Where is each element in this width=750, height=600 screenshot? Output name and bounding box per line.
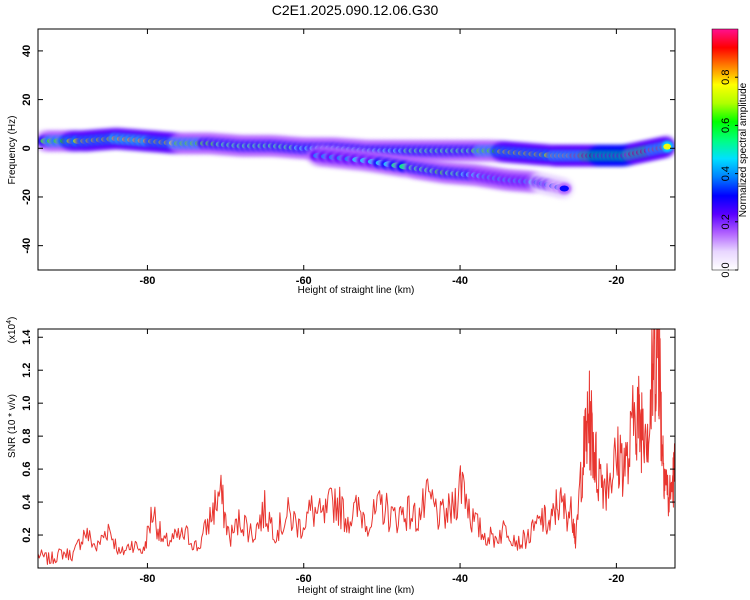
chart-title: C2E1.2025.090.12.06.G30 (272, 2, 439, 18)
colorbar-ticks: 0.0 0.2 0.4 0.6 0.8 (720, 70, 738, 278)
snr-x-ticks: -80 -60 -40 -20 (139, 329, 624, 585)
spectrogram-heat-layer (38, 128, 675, 199)
x-tick-label: -20 (608, 275, 624, 287)
spectrogram-x-label: Height of straight line (km) (298, 285, 415, 296)
snr-y-label: SNR (10 * v/v) (7, 394, 18, 458)
y-tick-label: -40 (21, 238, 33, 254)
x-tick-label: -60 (296, 573, 312, 585)
y-tick-label: 1.4 (21, 329, 33, 345)
x-tick-label: -80 (139, 573, 155, 585)
snr-y-multiplier-prefix: (x10 (7, 323, 18, 343)
y-tick-label: 1.0 (21, 396, 33, 411)
spectrogram-y-label: Frequency (Hz) (7, 116, 18, 185)
snr-y-multiplier-exponent: 4 (6, 320, 13, 324)
colorbar-label: Normalized spectral amplitude (738, 82, 749, 217)
y-tick-label: 20 (21, 93, 33, 105)
colorbar-tick-label: 0.0 (720, 262, 732, 277)
x-tick-label: -20 (608, 573, 624, 585)
y-tick-label: 40 (21, 45, 33, 57)
colorbar-strip (712, 29, 738, 270)
x-tick-label: -40 (452, 573, 468, 585)
main-band-core (663, 143, 672, 150)
x-tick-label: -80 (139, 275, 155, 287)
spectrogram-x-ticks: -80 -60 -40 -20 (139, 29, 624, 287)
y-tick-label: 0.6 (21, 461, 33, 476)
colorbar-tick-label: 0.6 (720, 118, 732, 133)
colorbar: 0.0 0.2 0.4 0.6 0.8 Normalized spectral ampl… (711, 28, 749, 278)
y-tick-label: 0 (21, 145, 33, 151)
y-tick-label: 1.2 (21, 363, 33, 378)
spectrogram-panel: -80 -60 -40 -20 -40 -20 0 20 40 Height of strai… (7, 28, 676, 296)
snr-series-line (38, 329, 675, 565)
colorbar-tick-label: 0.4 (720, 166, 732, 181)
snr-y-multiplier: (x104) (6, 317, 18, 344)
colorbar-tick-label: 0.2 (720, 214, 732, 229)
y-tick-label: 0.4 (21, 494, 33, 510)
colorbar-tick-label: 0.8 (720, 70, 732, 85)
snr-plot-area (38, 329, 675, 568)
snr-panel: -80 -60 -40 -20 0.2 0.4 0.6 0.8 1.0 1.2 1.4 Heigh… (6, 317, 676, 596)
x-tick-label: -60 (296, 275, 312, 287)
snr-x-label: Height of straight line (km) (298, 585, 415, 596)
spectrogram-frame (37, 28, 676, 271)
secondary-band-core (559, 185, 569, 192)
y-tick-label: -20 (21, 189, 33, 205)
spectrogram-y-ticks: -40 -20 0 20 40 (21, 45, 675, 254)
snr-y-multiplier-suffix: ) (7, 317, 18, 320)
y-tick-label: 0.8 (21, 428, 33, 443)
snr-y-ticks: 0.2 0.4 0.6 0.8 1.0 1.2 1.4 (21, 329, 675, 543)
y-tick-label: 0.2 (21, 527, 33, 542)
x-tick-label: -40 (452, 275, 468, 287)
colorbar-frame (711, 28, 739, 271)
snr-frame (37, 328, 676, 569)
